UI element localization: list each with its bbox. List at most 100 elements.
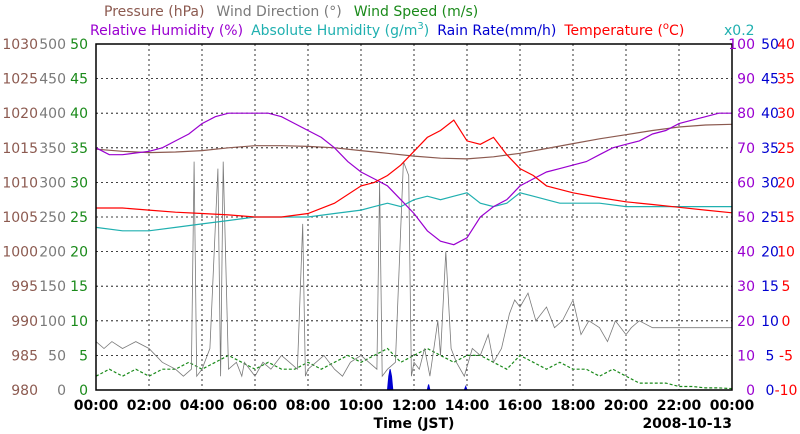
wind-direction-axis-tick: 150 [39, 279, 66, 295]
wind-speed-axis-tick: 15 [70, 279, 88, 295]
legend-label: Absolute Humidity (g/m [251, 23, 417, 39]
temperature-axis-tick: -5 [779, 348, 793, 364]
temperature-axis-tick: 10 [777, 245, 795, 261]
humidity-axis-tick: 80 [737, 106, 755, 122]
pressure-axis-tick: 1030 [2, 37, 38, 53]
wind-direction-axis-tick: 400 [39, 106, 66, 122]
series-wind-direction [95, 161, 732, 378]
wind-direction-axis-tick: 350 [39, 141, 66, 157]
legend-superscript: 3 [417, 21, 423, 32]
wind-speed-axis-tick: 45 [70, 72, 88, 88]
pressure-axis-tick: 990 [11, 314, 38, 330]
rain-rate-axis-tick: 5 [766, 348, 775, 364]
legend-label: Pressure (hPa) [104, 4, 204, 20]
wind-direction-axis-tick: 250 [39, 210, 66, 226]
humidity-axis-tick: 100 [728, 37, 755, 53]
legend-entry-row1-1: Wind Direction (°) [216, 4, 341, 20]
wind-speed-axis-tick: 25 [70, 210, 88, 226]
legend-suffix: C) [669, 23, 684, 39]
temperature-axis-tick: 30 [777, 106, 795, 122]
legend-entry-row2-3: Temperature (oC) [563, 21, 684, 39]
pressure-axis-tick: 995 [11, 279, 38, 295]
series-relative-humidity [95, 112, 732, 246]
wind-direction-axis-tick: 0 [57, 383, 66, 399]
rain-rate-axis-tick: 20 [761, 245, 779, 261]
rain-rate-axis-tick: 45 [761, 72, 779, 88]
temperature-axis-tick: 15 [777, 210, 795, 226]
series-layer [95, 112, 733, 391]
temperature-axis-tick: 5 [782, 279, 791, 295]
legend-scale-note: x0.2 [724, 23, 755, 39]
humidity-axis-tick: 70 [737, 141, 755, 157]
series-absolute-humidity-g-m3 [95, 192, 732, 232]
legend-label: Wind Direction (°) [216, 4, 341, 20]
grid-lines [96, 44, 732, 390]
rain-rate-axis-tick: 15 [761, 279, 779, 295]
humidity-axis-tick: 20 [737, 314, 755, 330]
pressure-axis-tick: 980 [11, 383, 38, 399]
wind-direction-axis-tick: 50 [48, 348, 66, 364]
pressure-axis-tick: 1025 [2, 72, 38, 88]
x-tick-label: 02:00 [127, 398, 172, 414]
series-temperature-oc [96, 119, 733, 218]
humidity-axis-tick: 60 [737, 175, 755, 191]
legend-suffix: ) [424, 23, 429, 39]
wind-direction-axis-tick: 200 [39, 245, 66, 261]
rain-rate-axis-tick: 50 [761, 37, 779, 53]
wind-speed-axis-tick: 5 [79, 348, 88, 364]
rain-rate-axis-tick: 35 [761, 141, 779, 157]
x-tick-label: 00:00 [710, 398, 755, 414]
wind-direction-axis-tick: 100 [39, 314, 66, 330]
wind-direction-axis-tick: 450 [39, 72, 66, 88]
temperature-axis-tick: 0 [782, 314, 791, 330]
rain-rate-axis-tick: 25 [761, 210, 779, 226]
legend: Pressure (hPa) Wind Direction (°) Wind Spe… [90, 4, 755, 39]
wind-speed-axis-tick: 0 [79, 383, 88, 399]
pressure-axis-tick: 985 [11, 348, 38, 364]
humidity-axis-tick: 50 [737, 210, 755, 226]
temperature-axis-tick: 35 [777, 72, 795, 88]
x-tick-label: 00:00 [74, 398, 119, 414]
wind-direction-axis-tick: 300 [39, 175, 66, 191]
wind-direction-axis-tick: 500 [39, 37, 66, 53]
legend-entry-row2-0: Relative Humidity (%) [90, 23, 243, 39]
x-tick-label: 10:00 [339, 398, 384, 414]
temperature-axis-tick: -10 [775, 383, 798, 399]
x-tick-label: 22:00 [657, 398, 702, 414]
chart-date: 2008-10-13 [642, 416, 732, 432]
rain-rate-axis-tick: 0 [766, 383, 775, 399]
rain-rate-axis-tick: 40 [761, 106, 779, 122]
humidity-axis-tick: 90 [737, 72, 755, 88]
x-tick-label: 04:00 [180, 398, 225, 414]
legend-label: Rain Rate(mm/h) [437, 23, 556, 39]
x-tick-label: 08:00 [286, 398, 331, 414]
wind-speed-axis-tick: 50 [70, 37, 88, 53]
pressure-axis-tick: 1000 [2, 245, 38, 261]
series-pressure-hpa [95, 123, 733, 160]
humidity-axis-tick: 40 [737, 245, 755, 261]
x-tick-label: 06:00 [233, 398, 278, 414]
pressure-axis-tick: 1005 [2, 210, 38, 226]
temperature-axis-tick: 25 [777, 141, 795, 157]
plot-frame [95, 43, 733, 391]
x-axis-title: Time (JST) [374, 416, 455, 432]
pressure-axis-tick: 1015 [2, 141, 38, 157]
pressure-axis-tick: 1020 [2, 106, 38, 122]
legend-entry-row1-2: Wind Speed (m/s) [354, 4, 479, 20]
x-tick-label: 18:00 [551, 398, 596, 414]
legend-entry-row2-1: Absolute Humidity (g/m3) [251, 21, 429, 39]
x-tick-label: 14:00 [445, 398, 490, 414]
wind-speed-axis-tick: 35 [70, 141, 88, 157]
legend-label: Wind Speed (m/s) [354, 4, 479, 20]
humidity-axis-tick: 30 [737, 279, 755, 295]
humidity-axis-tick: 10 [737, 348, 755, 364]
legend-label: Temperature ( [563, 23, 663, 39]
wind-speed-axis-tick: 30 [70, 175, 88, 191]
legend-entry-row1-0: Pressure (hPa) [104, 4, 204, 20]
legend-label: Relative Humidity (%) [90, 23, 243, 39]
x-tick-label: 20:00 [604, 398, 649, 414]
wind-speed-axis-tick: 10 [70, 314, 88, 330]
x-axis: 00:00 02:00 04:00 06:00 08:00 10:00 12:00 14:00… [74, 398, 755, 432]
y-axis-labels: 9809859909951000100510101015102010251030… [2, 37, 797, 399]
